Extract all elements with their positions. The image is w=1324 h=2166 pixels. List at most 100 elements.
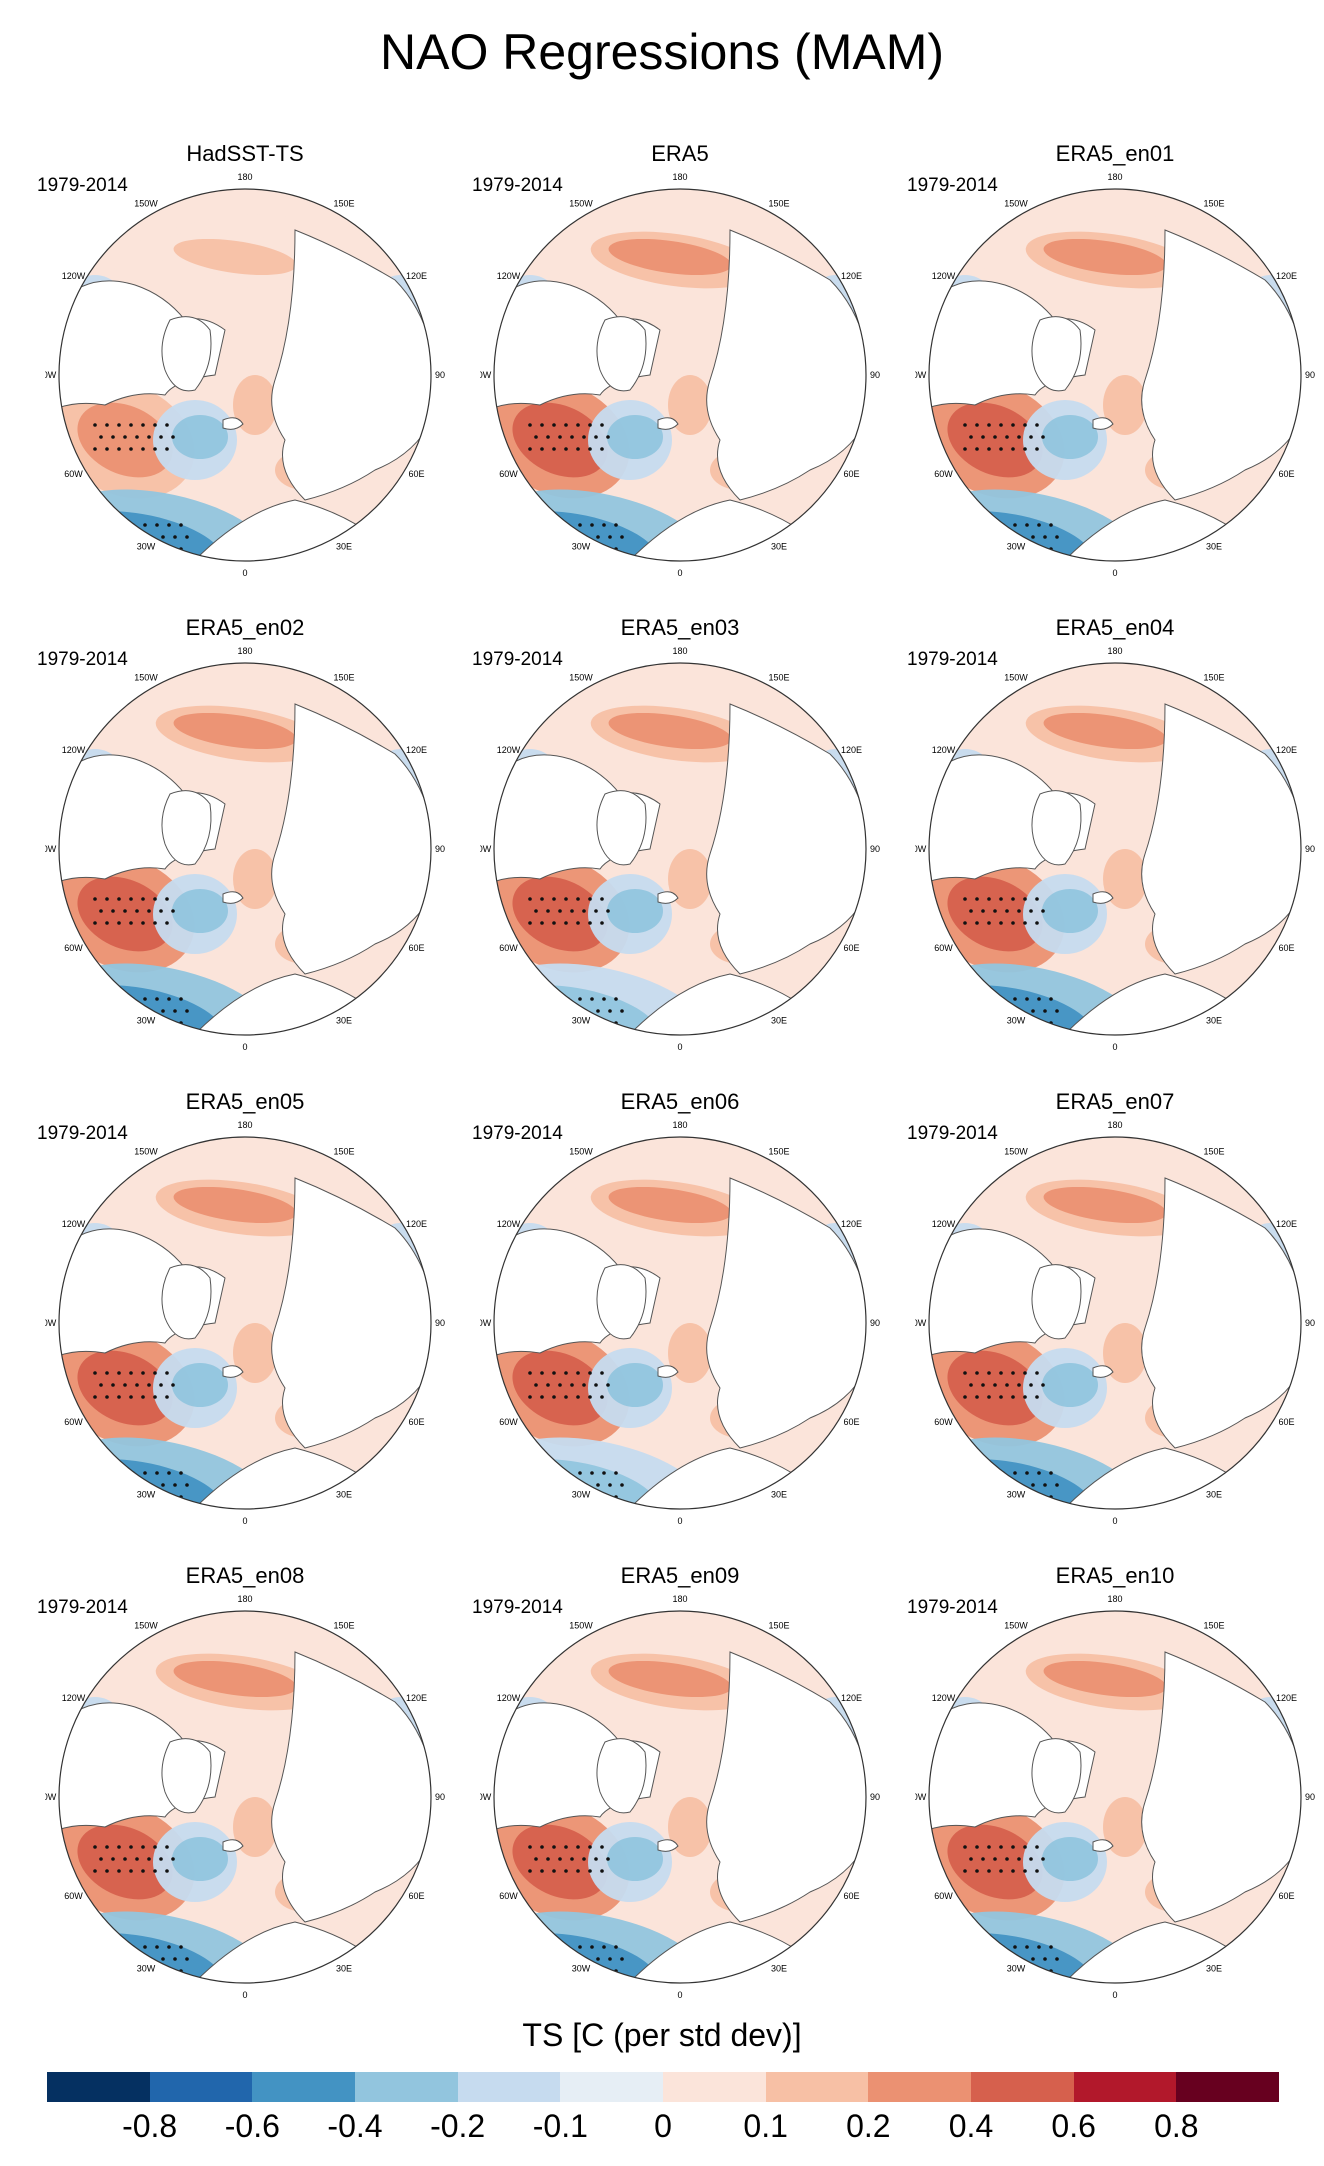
significance-dot (552, 1845, 556, 1849)
significance-dot (540, 921, 544, 925)
significance-dot (524, 535, 528, 539)
significance-dot (588, 1371, 592, 1375)
significance-dot (1055, 1009, 1059, 1013)
significance-dot (125, 1483, 129, 1487)
significance-dot (143, 997, 147, 1001)
longitude-label: 0 (677, 1042, 682, 1052)
panel-title: ERA5_en07 (1055, 1089, 1175, 1114)
longitude-label: 30W (572, 1490, 591, 1500)
significance-dot (131, 1969, 135, 1973)
anomaly-patch (233, 1323, 277, 1383)
significance-dot (147, 435, 151, 439)
significance-dot (1035, 1371, 1039, 1375)
significance-dot (153, 897, 157, 901)
longitude-label: 30E (336, 1964, 352, 1974)
significance-dot (614, 997, 618, 1001)
anomaly-patch (1043, 712, 1167, 750)
significance-dot (600, 921, 604, 925)
longitude-label: 60E (843, 943, 859, 953)
significance-dot (552, 921, 556, 925)
significance-dot (576, 447, 580, 451)
significance-dot (969, 909, 973, 913)
significance-dot (1055, 535, 1059, 539)
significance-dot (1023, 1395, 1027, 1399)
significance-dot (600, 423, 604, 427)
significance-dot (1029, 435, 1033, 439)
map-panel: ERA5_en05 1979-2014 180 150E 120E 90E 60E 30E 0 3… (37, 1088, 445, 1528)
significance-dot (536, 1957, 540, 1961)
anomaly-patch (233, 849, 277, 909)
longitude-label: 0 (1112, 1516, 1117, 1526)
significance-dot (1001, 547, 1005, 551)
significance-dot (528, 1395, 532, 1399)
longitude-label: 150W (569, 1147, 593, 1157)
significance-dot (989, 1021, 993, 1025)
significance-dot (99, 909, 103, 913)
significance-dot (590, 1471, 594, 1475)
longitude-label: 30E (1206, 542, 1222, 552)
significance-dot (1049, 1945, 1053, 1949)
significance-dot (165, 1845, 169, 1849)
significance-dot (542, 997, 546, 1001)
significance-dot (167, 523, 171, 527)
significance-dot (530, 1471, 534, 1475)
panel-title: ERA5_en02 (185, 615, 305, 640)
panel-period: 1979-2014 (907, 175, 998, 196)
longitude-label: 90E (870, 1318, 880, 1328)
significance-dot (981, 1857, 985, 1861)
significance-dot (1037, 1945, 1041, 1949)
land-mass (1031, 316, 1082, 392)
significance-dot (524, 1957, 528, 1961)
significance-dot (989, 1945, 993, 1949)
significance-dot (534, 909, 538, 913)
land-mass (1141, 703, 1301, 975)
significance-dot (129, 1869, 133, 1873)
anomaly-patch (607, 415, 663, 459)
longitude-label: 90E (1305, 370, 1315, 380)
longitude-label: 60E (1278, 1891, 1294, 1901)
anomaly-patch (947, 876, 1043, 952)
significance-dot (1031, 535, 1035, 539)
significance-dot (518, 547, 522, 551)
significance-dot (1041, 909, 1045, 913)
longitude-label: 90E (435, 1318, 445, 1328)
significance-dot (953, 997, 957, 1001)
significance-dot (564, 1395, 568, 1399)
significance-dot (153, 921, 157, 925)
colorbar-box (149, 2072, 253, 2102)
significance-dot (93, 1869, 97, 1873)
map-outline (58, 1610, 432, 1984)
significance-dot (540, 1845, 544, 1849)
significance-dot (576, 897, 580, 901)
longitude-label: 30W (137, 1964, 156, 1974)
longitude-label: 90E (870, 844, 880, 854)
significance-dot (101, 535, 105, 539)
longitude-label: 30E (336, 1016, 352, 1026)
significance-dot (620, 535, 624, 539)
significance-dot (93, 1395, 97, 1399)
anomaly-patch (77, 402, 173, 478)
significance-dot (137, 1957, 141, 1961)
map-panel: ERA5_en09 1979-2014 180 150E 120E 90E 60E 30E 0 3… (472, 1562, 880, 2002)
longitude-label: 150W (569, 199, 593, 209)
map-outline (493, 1610, 867, 1984)
panel-title: HadSST-TS (186, 141, 304, 166)
colorbar-tick-label: -0.2 (430, 2108, 486, 2144)
anomaly-patch (607, 1363, 663, 1407)
significance-dot (528, 1371, 532, 1375)
significance-dot (119, 997, 123, 1001)
longitude-label: 120E (1276, 1219, 1297, 1229)
significance-dot (171, 1383, 175, 1387)
colorbar-tick-label: 0.4 (948, 2108, 994, 2144)
significance-dot (1025, 1021, 1029, 1025)
significance-dot (999, 1395, 1003, 1399)
longitude-label: 120W (497, 271, 521, 281)
significance-dot (975, 423, 979, 427)
anomaly-patch (172, 1837, 228, 1881)
significance-dot (107, 1945, 111, 1949)
significance-dot (570, 435, 574, 439)
panel-period: 1979-2014 (37, 1597, 128, 1618)
significance-dot (159, 1857, 163, 1861)
significance-dot (1031, 1483, 1035, 1487)
significance-dot (971, 1483, 975, 1487)
